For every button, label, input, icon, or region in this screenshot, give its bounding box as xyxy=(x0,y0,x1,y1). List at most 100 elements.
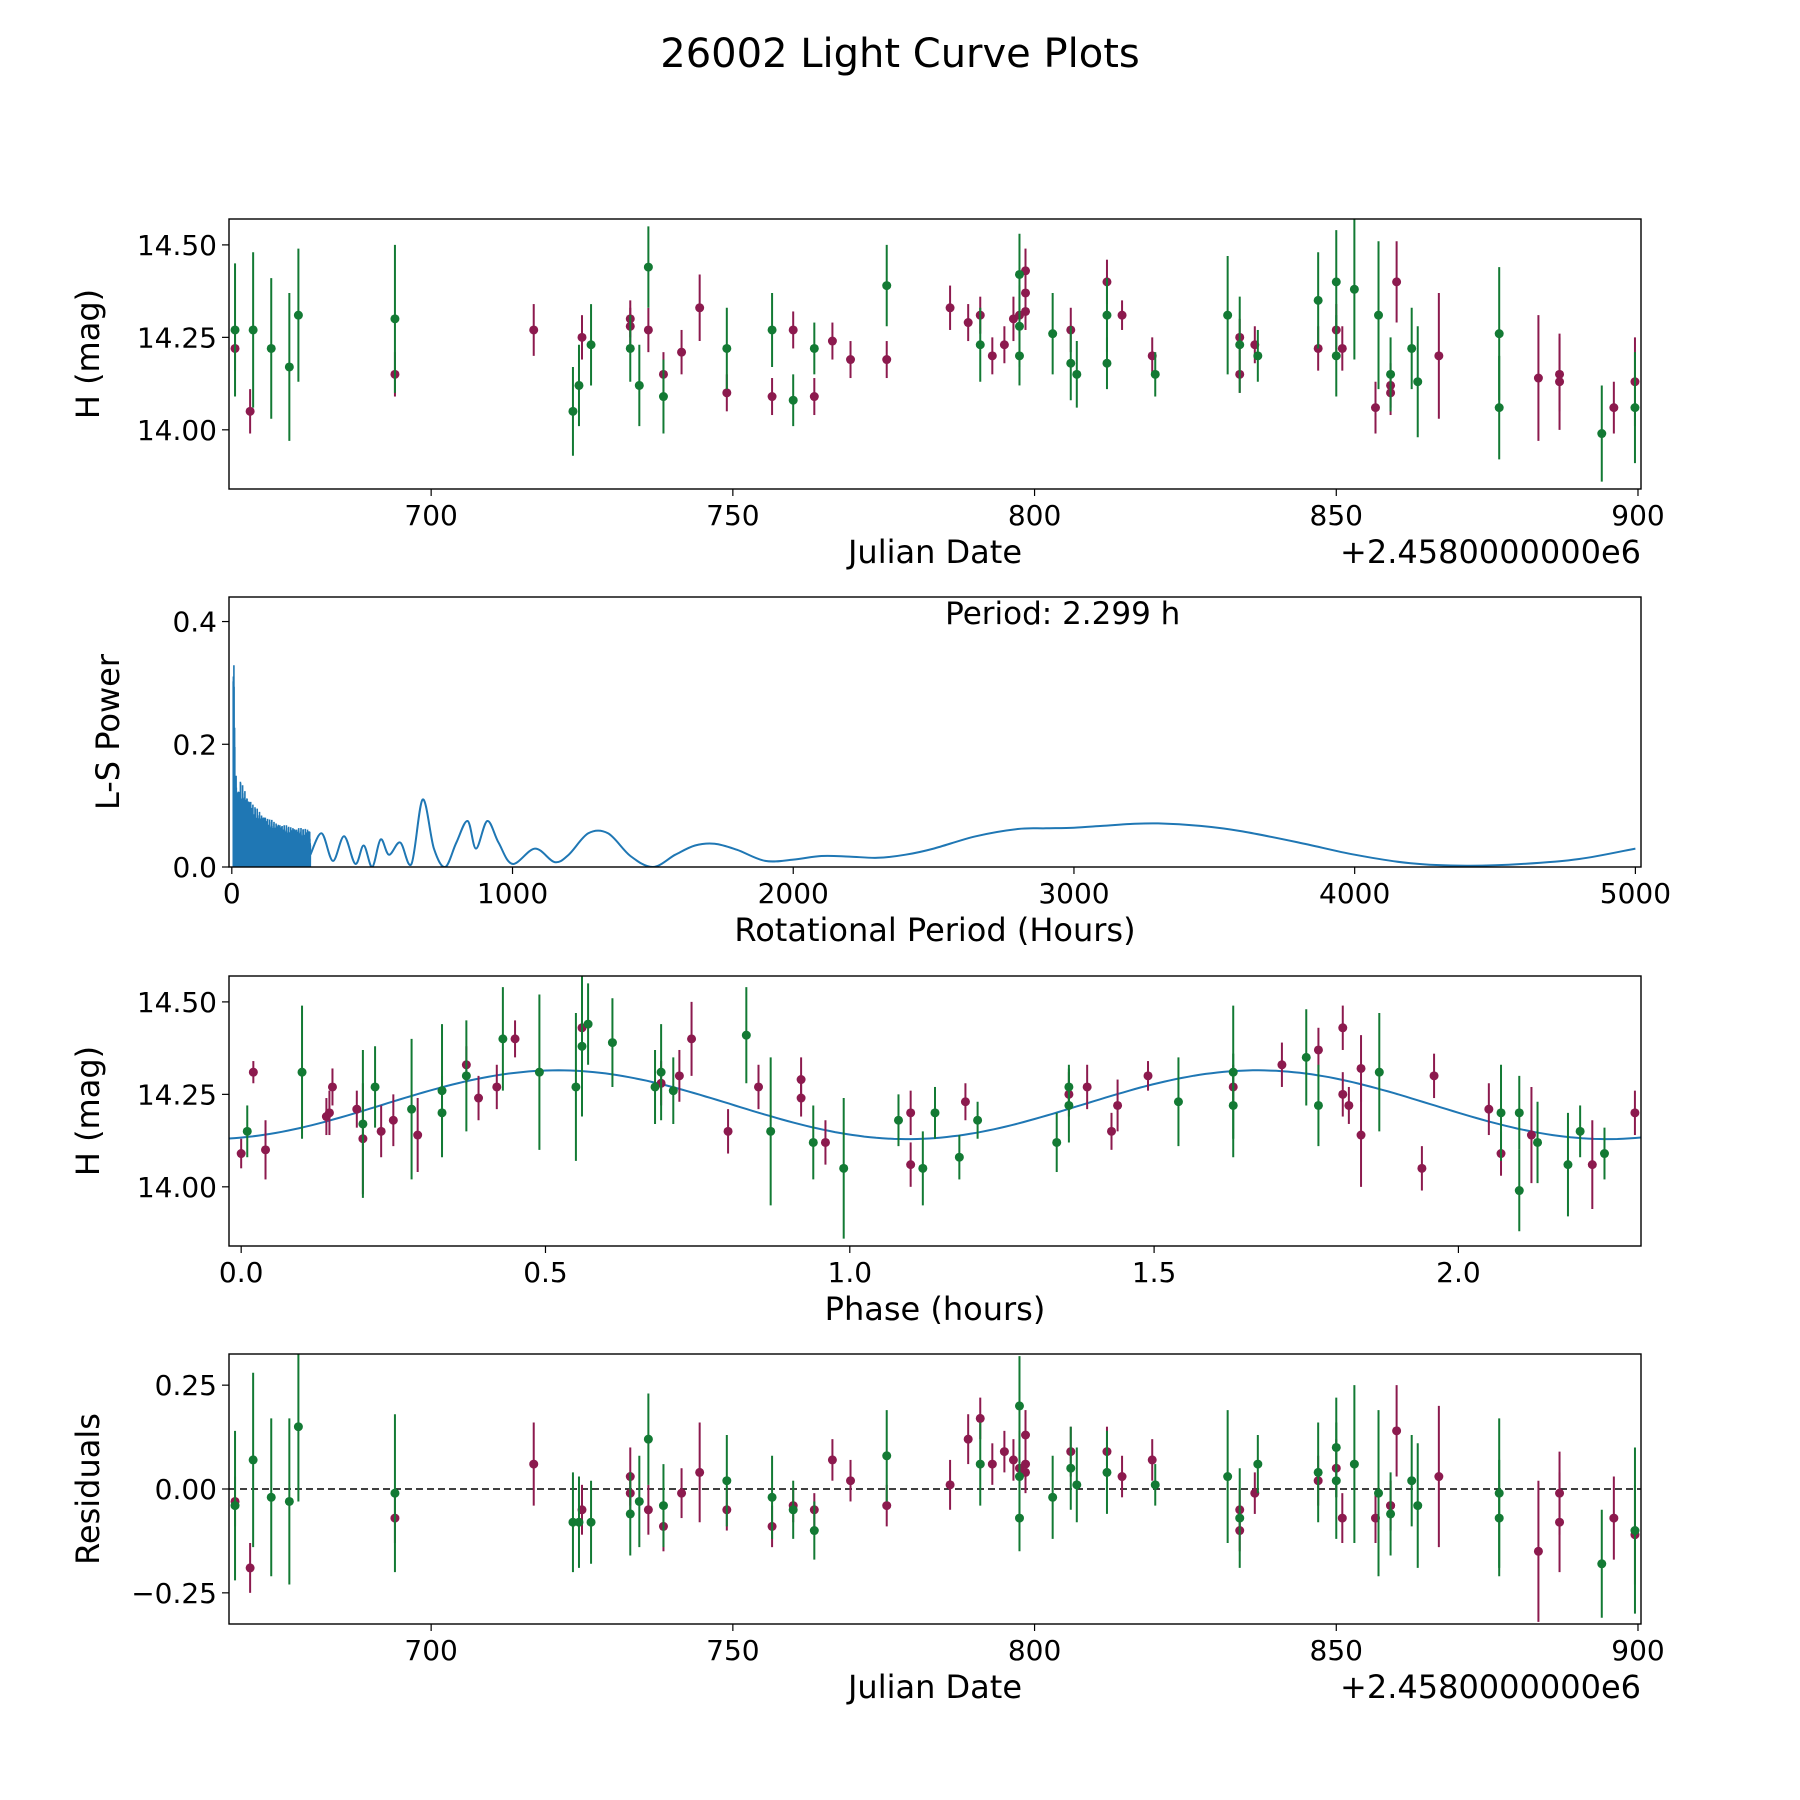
r-band-data-point xyxy=(1313,1045,1323,1055)
r-band-data-point xyxy=(1356,1130,1366,1140)
g-band-data-point xyxy=(1597,1559,1607,1569)
g-band-data-point xyxy=(1630,403,1640,413)
y-tick-label: 14.25 xyxy=(137,321,217,354)
g-band-data-point xyxy=(643,1434,653,1444)
g-band-data-point xyxy=(1386,369,1396,379)
r-band-data-point xyxy=(722,388,732,398)
g-band-data-point xyxy=(625,1509,635,1519)
g-band-data-point xyxy=(230,1501,240,1511)
g-band-data-point xyxy=(809,1526,819,1536)
x-tick-label: 900 xyxy=(1611,499,1664,532)
r-band-data-point xyxy=(327,1082,337,1092)
x-axis-offset-text: +2.4580000000e6 xyxy=(1340,1668,1641,1706)
g-band-data-point xyxy=(1374,1488,1384,1498)
r-band-data-point xyxy=(960,1097,970,1107)
g-band-data-point xyxy=(1223,310,1233,320)
g-band-data-point xyxy=(1313,1100,1323,1110)
r-band-data-point xyxy=(677,347,687,357)
g-band-data-point xyxy=(293,310,303,320)
g-band-data-point xyxy=(1374,310,1384,320)
g-band-data-point xyxy=(809,343,819,353)
g-band-data-point xyxy=(407,1104,417,1114)
r-band-data-point xyxy=(376,1126,386,1136)
g-band-data-point xyxy=(1235,1513,1245,1523)
g-band-data-point xyxy=(1066,358,1076,368)
g-band-data-point xyxy=(1072,369,1082,379)
g-band-data-point xyxy=(586,340,596,350)
g-band-data-point xyxy=(882,1451,892,1461)
g-band-data-point xyxy=(568,406,578,416)
g-band-data-point xyxy=(766,1126,776,1136)
g-band-data-point xyxy=(1599,1149,1609,1159)
r-band-data-point xyxy=(999,340,1009,350)
r-band-data-point xyxy=(577,332,587,342)
g-band-data-point xyxy=(1014,269,1024,279)
g-band-data-point xyxy=(574,1517,584,1527)
axes-frame xyxy=(228,218,1642,490)
r-band-data-point xyxy=(1008,1455,1018,1465)
r-band-data-point xyxy=(248,1067,258,1077)
g-band-data-point xyxy=(643,262,653,272)
g-band-data-point xyxy=(230,325,240,335)
g-band-data-point xyxy=(1407,1476,1417,1486)
g-band-data-point xyxy=(1494,329,1504,339)
g-band-data-point xyxy=(1235,340,1245,350)
g-band-data-point xyxy=(248,1455,258,1465)
x-axis-label: Rotational Period (Hours) xyxy=(734,911,1135,949)
r-band-data-point xyxy=(324,1108,334,1118)
g-band-data-point xyxy=(1413,1501,1423,1511)
x-tick-label: 2000 xyxy=(758,877,829,910)
x-tick-label: 0.5 xyxy=(523,1256,568,1289)
y-tick-label: −0.25 xyxy=(131,1577,217,1610)
x-tick-label: 750 xyxy=(706,1634,759,1667)
x-tick-label: 0 xyxy=(223,877,241,910)
r-band-data-point xyxy=(1392,277,1402,287)
g-band-data-point xyxy=(930,1108,940,1118)
r-band-data-point xyxy=(677,1488,687,1498)
g-band-data-point xyxy=(1413,377,1423,387)
r-band-data-point xyxy=(352,1104,362,1114)
g-band-data-point xyxy=(1102,1467,1112,1477)
r-band-data-point xyxy=(1392,1426,1402,1436)
g-band-data-point xyxy=(607,1038,617,1048)
g-band-data-point xyxy=(767,325,777,335)
r-band-data-point xyxy=(643,1505,653,1515)
g-band-data-point xyxy=(741,1030,751,1040)
g-band-data-point xyxy=(574,380,584,390)
g-band-data-point xyxy=(1150,1480,1160,1490)
y-tick-label: 0.4 xyxy=(172,606,217,639)
g-band-data-point xyxy=(668,1086,678,1096)
lightcurve-plot: 700 750 800 850 900 14.00 14.25 14.50 Julian Dat… xyxy=(69,218,1665,571)
x-axis-offset-text: +2.4580000000e6 xyxy=(1340,533,1641,571)
y-tick-label: 14.25 xyxy=(137,1078,217,1111)
g-band-data-point xyxy=(634,1496,644,1506)
x-tick-label: 700 xyxy=(404,1634,457,1667)
g-band-data-point xyxy=(954,1152,964,1162)
r-band-data-point xyxy=(796,1075,806,1085)
r-band-data-point xyxy=(1609,1513,1619,1523)
g-band-data-point xyxy=(656,1067,666,1077)
r-band-data-point xyxy=(1434,1472,1444,1482)
g-band-data-point xyxy=(1630,1526,1640,1536)
g-band-data-point xyxy=(577,1041,587,1051)
g-band-data-point xyxy=(1349,284,1359,294)
g-band-data-point xyxy=(1514,1186,1524,1196)
g-band-data-point xyxy=(297,1067,307,1077)
r-band-data-point xyxy=(963,1434,973,1444)
r-band-data-point xyxy=(945,1480,955,1490)
g-band-data-point xyxy=(1014,351,1024,361)
g-band-data-point xyxy=(390,1488,400,1498)
r-band-data-point xyxy=(388,1115,398,1125)
g-band-data-point xyxy=(248,325,258,335)
g-band-data-point xyxy=(658,392,668,402)
x-tick-label: 850 xyxy=(1310,499,1363,532)
g-band-data-point xyxy=(266,1492,276,1502)
periodogram-line xyxy=(309,798,1636,867)
x-tick-label: 1.5 xyxy=(1132,1256,1177,1289)
g-band-data-point xyxy=(284,1496,294,1506)
g-band-data-point xyxy=(1014,1513,1024,1523)
r-band-data-point xyxy=(827,336,837,346)
x-tick-label: 800 xyxy=(1008,1634,1061,1667)
period-annotation: Period: 2.299 h xyxy=(945,596,1180,632)
